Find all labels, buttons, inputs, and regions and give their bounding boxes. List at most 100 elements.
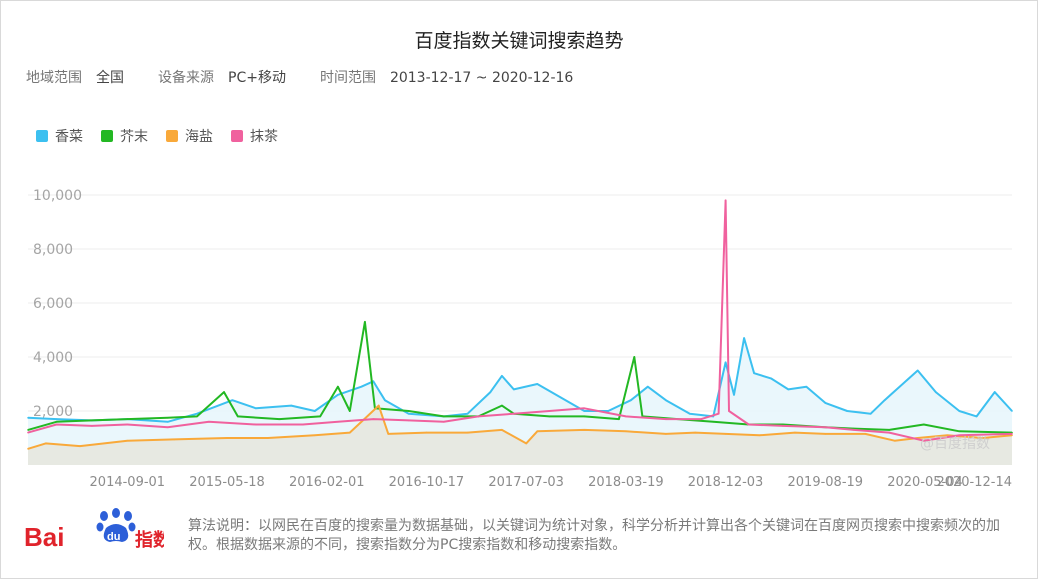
x-tick-label: 2018-12-03	[688, 475, 764, 490]
series-point	[888, 429, 890, 431]
region-label: 地域范围	[26, 70, 82, 86]
series-point	[946, 434, 949, 437]
series-point	[223, 391, 225, 393]
series-point	[958, 410, 961, 412]
series-point	[1011, 410, 1013, 412]
series-lines	[27, 199, 1013, 450]
series-point	[55, 421, 58, 423]
series-point	[981, 437, 984, 439]
legend-item-haiyan[interactable]: 海盐	[166, 126, 213, 146]
legend-swatch	[36, 130, 48, 142]
x-tick-label: 2017-07-03	[488, 475, 564, 490]
series-point	[302, 423, 304, 426]
time-value[interactable]: 2013-12-17 ~ 2020-12-16	[389, 70, 574, 86]
series-point	[548, 415, 551, 418]
series-point	[633, 356, 636, 358]
series-point	[349, 410, 351, 412]
series-point	[625, 415, 627, 418]
series-point	[337, 385, 339, 388]
series-point	[770, 377, 773, 380]
series-point	[513, 388, 515, 391]
series-point	[166, 426, 169, 429]
device-value[interactable]: PC+移动	[228, 70, 286, 86]
y-tick-label: 2,000	[33, 404, 73, 420]
series-point	[712, 421, 715, 423]
series-line	[27, 199, 1013, 442]
x-tick-label: 2020-05-04	[887, 475, 963, 490]
series-point	[717, 412, 720, 415]
series-point	[883, 399, 886, 402]
legend-item-jiemo[interactable]: 芥末	[101, 126, 148, 146]
legend-item-xiangcai[interactable]: 香菜	[36, 126, 83, 146]
series-point	[782, 425, 784, 427]
y-tick-label: 4,000	[33, 350, 73, 366]
series-point	[466, 431, 469, 434]
series-point	[314, 434, 316, 437]
watermark-text: @百度指数	[920, 436, 990, 452]
series-point	[758, 434, 761, 437]
x-axis-ticks: 2014-09-01 2015-05-18 2016-02-01 2016-10-17…	[90, 475, 1012, 490]
series-point	[501, 404, 503, 407]
series-point	[607, 410, 609, 412]
region-value[interactable]: 全国	[96, 70, 124, 86]
series-point	[196, 412, 198, 415]
series-point	[314, 410, 316, 412]
series-point	[923, 423, 925, 426]
series-point	[864, 433, 867, 435]
series-point	[993, 391, 996, 393]
legend-item-mocha[interactable]: 抹茶	[231, 126, 278, 146]
chart-legend: 香菜 芥末 海盐 抹茶	[36, 126, 278, 146]
series-point	[255, 407, 257, 410]
series-point	[700, 418, 703, 420]
series-point	[501, 429, 503, 431]
series-point	[824, 433, 827, 435]
x-tick-label: 2020-12-14	[936, 475, 1012, 490]
series-point	[237, 415, 239, 418]
series-point	[647, 385, 649, 388]
series-point	[425, 431, 428, 434]
series-point	[55, 423, 58, 426]
series-point	[893, 439, 896, 442]
series-point	[728, 410, 730, 412]
legend-label: 抹茶	[250, 129, 278, 145]
y-axis-ticks: 2,000 4,000 6,000 8,000 10,000	[33, 188, 82, 420]
legend-label: 香菜	[55, 129, 83, 145]
series-point	[290, 404, 293, 407]
time-label: 时间范围	[319, 70, 376, 86]
series-point	[387, 433, 390, 435]
series-point	[79, 445, 81, 447]
series-point	[231, 399, 234, 402]
series-point	[27, 417, 29, 419]
baidu-index-logo: Bai du 指数	[24, 508, 164, 552]
series-point	[208, 421, 210, 423]
series-point	[743, 337, 745, 339]
series-point	[501, 375, 503, 377]
series-point	[665, 399, 667, 402]
grid-lines	[28, 194, 1012, 412]
series-point	[166, 421, 169, 423]
series-point	[824, 426, 827, 429]
series-point	[694, 431, 696, 434]
series-point	[583, 410, 586, 412]
series-point	[536, 430, 539, 433]
series-point	[665, 433, 667, 435]
series-point	[975, 415, 978, 418]
series-point	[360, 385, 363, 388]
series-point	[805, 385, 808, 388]
series-point	[625, 430, 627, 433]
series-point	[319, 415, 322, 418]
series-point	[904, 380, 907, 383]
series-point	[560, 396, 562, 399]
legend-swatch	[231, 130, 243, 142]
series-point	[91, 425, 93, 427]
logo-zhishu-text: 指数	[135, 529, 164, 551]
x-tick-label: 2019-08-19	[788, 475, 864, 490]
series-point	[407, 412, 410, 415]
series-point	[753, 372, 755, 375]
series-point	[548, 410, 551, 412]
series-point	[364, 321, 366, 323]
series-point	[166, 417, 169, 419]
series-point	[618, 418, 620, 420]
series-point	[337, 394, 339, 396]
